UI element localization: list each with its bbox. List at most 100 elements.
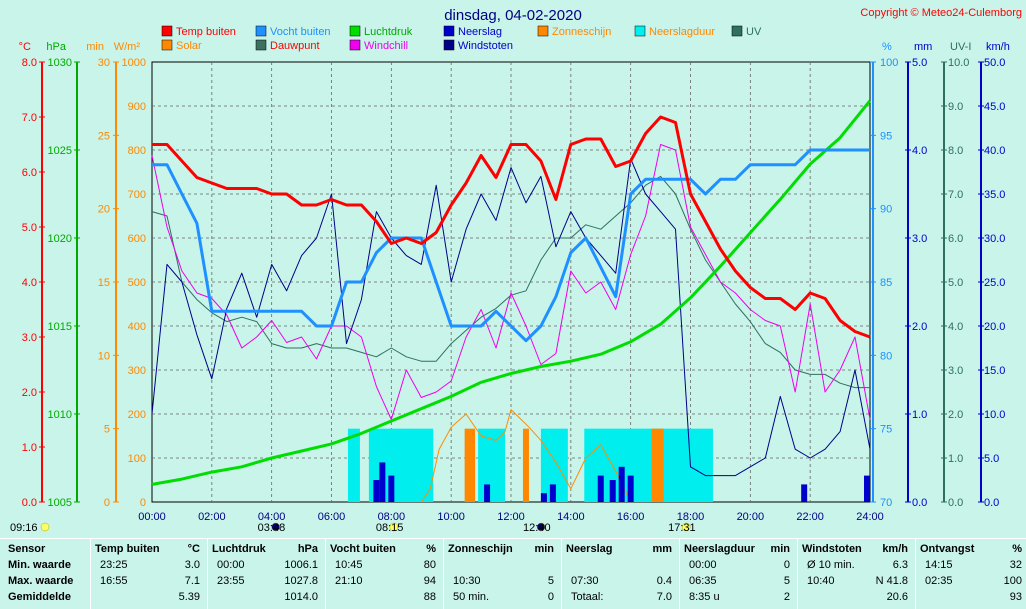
stats-time-cell: 00:00 [689,559,717,571]
stats-value-cell: 7.1 [184,575,200,587]
y-tick-label: 5 [104,424,110,436]
y-tick-label: 0.0 [912,497,927,509]
x-tick-label: 16:00 [617,511,645,523]
y-tick-label: 200 [128,409,146,421]
rain-duration-bar [584,428,713,502]
sunrise-icon [389,522,399,532]
axis-unit-label: W/m² [114,41,141,53]
stats-value-cell: 3.0 [184,559,200,571]
series-lines [151,99,872,503]
y-tick-label: 0.0 [948,497,963,509]
x-tick-label: 04:00 [258,511,286,523]
y-tick-label: 0.0 [22,497,37,509]
stats-time-cell: 10:45 [335,559,363,571]
stats-time-cell: 02:35 [925,575,953,587]
stats-time-cell: 23:25 [100,559,128,571]
stats-header-sun: Zonneschijn [448,543,513,555]
stats-value-cell: 0 [783,559,790,571]
stats-time-cell: Ø 10 min. [807,559,855,571]
sunshine-bar [651,428,664,502]
stats-time-cell: 10:40 [807,575,835,587]
y-tick-label: 1.0 [912,409,927,421]
y-tick-label: 90 [880,204,892,216]
legend-swatch [731,25,743,37]
rain-bar [379,462,386,502]
y-tick-label: 95 [880,130,892,142]
legend-label: Solar [176,40,202,52]
stats-header-unit: mm [652,543,672,555]
stats-header-raindur: Neerslagduur [684,543,755,555]
y-tick-label: 6.0 [22,167,37,179]
x-tick-label: 00:00 [138,511,166,523]
axis-unit-label: hPa [46,41,66,53]
x-tick-label: 14:00 [557,511,585,523]
rain-bar [801,484,808,502]
sunset-icon [681,522,691,532]
y-tick-label: 15.0 [984,365,1005,377]
stats-value-cell: 2 [783,591,790,603]
legend-swatch [161,25,173,37]
stats-header-rain: Neerslag [566,543,613,555]
x-axis: 00:00 02:00 04:00 06:00 08:00 10:00 12:00 14:00… [10,511,884,534]
y-tick-label: 0 [104,497,110,509]
y-tick-label: 500 [128,277,146,289]
series-vocht-buiten [152,148,870,343]
legend-label: Neerslagduur [649,26,715,38]
y-tick-label: 400 [128,321,146,333]
y-tick-label: 2.0 [948,409,963,421]
y-tick-label: 1015 [48,321,72,333]
chart-title: dinsdag, 04-02-2020 [444,7,582,24]
y-tick-label: 30 [98,57,110,69]
stats-header-unit: min [534,543,554,555]
series-uv [151,175,870,389]
stats-value-cell: 100 [1003,575,1022,587]
stats-divider [207,539,208,609]
rain-bar [627,475,634,502]
stats-divider [915,539,916,609]
stats-divider [679,539,680,609]
y-tick-label: 1.0 [22,442,37,454]
y-tick-label: 800 [128,145,146,157]
legend-label: Temp buiten [176,26,236,38]
stats-row-label: Gemiddelde [8,591,71,603]
transit-icon [536,522,546,532]
axis-unit-label: % [882,41,892,53]
stats-value-cell: 93 [1009,591,1022,603]
stats-value-cell: 1014.0 [284,591,318,603]
rain-bar [609,480,616,502]
stats-time-cell: 50 min. [453,591,490,603]
y-tick-label: 100 [128,453,146,465]
legend-label: UV [746,26,762,38]
axis-unit-label: UV-I [950,41,971,53]
stats-value-cell: 5 [547,575,554,587]
stats-time-cell: 16:55 [100,575,128,587]
y-tick-label: 8.0 [22,57,37,69]
stats-time-cell: 23:55 [217,575,245,587]
rain-duration-bar [478,428,506,502]
stats-value-cell: 88 [423,591,436,603]
rain-bar [864,475,871,502]
stats-time-cell: 00:00 [217,559,245,571]
y-tick-label: 1.0 [948,453,963,465]
y-tick-label: 7.0 [22,112,37,124]
y-tick-label: 1020 [48,233,72,245]
astro-time-label: 09:16 [10,522,38,534]
x-tick-label: 24:00 [856,511,884,523]
astro-time-label: 12:40 [523,522,551,534]
stats-value-cell: N 41.8 [875,575,908,587]
stats-time-cell: 8:35 u [689,591,720,603]
y-axes: °C8.07.06.05.04.03.02.01.00.0hPa10301025… [19,41,1010,509]
series-luchtdruk [151,99,872,486]
stats-header-unit: min [770,543,790,555]
rain-bar [540,493,547,502]
y-tick-label: 1000 [122,57,146,69]
y-tick-label: 45.0 [984,101,1005,113]
stats-table: Sensor Temp buiten °C Luchtdruk hPa Vocht bui… [0,538,1026,609]
sunshine-bar [522,428,529,502]
y-tick-label: 15 [98,277,110,289]
stats-header-gust: Windstoten [802,543,862,555]
stats-time-cell: 10:30 [453,575,481,587]
y-tick-label: 35.0 [984,189,1005,201]
x-tick-label: 10:00 [437,511,465,523]
stats-divider [90,539,91,609]
